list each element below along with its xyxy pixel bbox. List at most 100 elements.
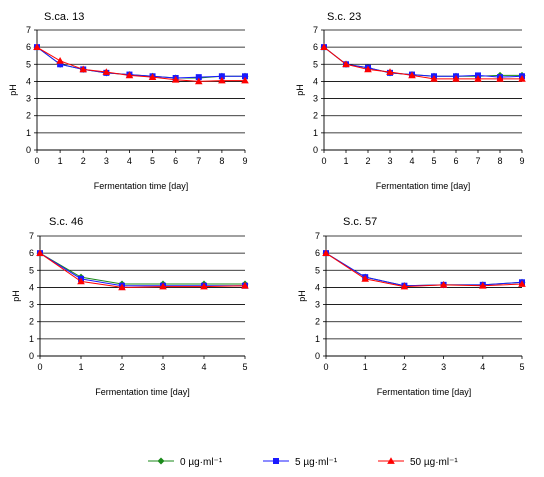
data-point	[57, 61, 64, 68]
legend-marker	[387, 457, 395, 464]
y-tick-label: 5	[26, 59, 31, 69]
x-tick-label: 5	[431, 156, 436, 166]
series-line	[39, 252, 246, 288]
y-tick-label: 5	[313, 59, 318, 69]
x-axis-label: Fermentation time [day]	[377, 387, 472, 397]
y-axis-label: pH	[295, 84, 305, 96]
data-point	[430, 75, 438, 82]
x-tick-label: 7	[475, 156, 480, 166]
chart-panel-sc46: 0 1 2 3 4 5 6 7 0 1 2 3 4 5 S.c. 46 Fermentation time […	[11, 216, 249, 397]
x-tick-label: 3	[441, 362, 446, 372]
y-tick-label: 6	[26, 42, 31, 52]
x-tick-label: 4	[480, 362, 485, 372]
x-tick-label: 0	[37, 362, 42, 372]
y-tick-label: 0	[315, 351, 320, 361]
chart-panel-sc23: 0 1 2 3 4 5 6 7 0 1 2 3 4 5 6 7 8 9 S.c. 23 Fermentation ti…	[295, 11, 526, 191]
data-point	[386, 68, 394, 75]
x-tick-label: 2	[365, 156, 370, 166]
series-line	[323, 46, 522, 80]
series-line	[36, 46, 245, 79]
x-tick-label: 8	[497, 156, 502, 166]
panel-title: S.ca. 13	[44, 11, 84, 23]
series-line	[325, 252, 523, 288]
y-tick-label: 4	[315, 282, 320, 292]
y-tick-label: 3	[29, 300, 34, 310]
x-axis-label: Fermentation time [day]	[95, 387, 190, 397]
data-point	[518, 75, 526, 82]
x-tick-label: 5	[519, 362, 524, 372]
data-point	[125, 71, 134, 79]
x-axis-label: Fermentation time [day]	[376, 181, 471, 191]
x-tick-label: 2	[119, 362, 124, 372]
x-tick-label: 7	[196, 156, 201, 166]
data-point	[452, 75, 460, 82]
y-tick-label: 0	[29, 351, 34, 361]
x-tick-label: 4	[409, 156, 414, 166]
x-tick-label: 8	[219, 156, 224, 166]
data-point	[320, 43, 328, 50]
y-tick-label: 3	[315, 300, 320, 310]
data-point	[400, 282, 409, 290]
x-axis-label: Fermentation time [day]	[94, 181, 189, 191]
x-tick-label: 4	[201, 362, 206, 372]
x-tick-label: 0	[323, 362, 328, 372]
data-point	[242, 73, 248, 80]
data-point	[439, 281, 448, 288]
data-point	[241, 281, 249, 289]
data-point	[496, 75, 504, 82]
y-tick-label: 3	[313, 94, 318, 104]
x-tick-label: 3	[104, 156, 109, 166]
y-tick-label: 0	[313, 145, 318, 155]
y-tick-label: 4	[29, 282, 34, 292]
data-point	[171, 75, 180, 83]
x-tick-label: 3	[387, 156, 392, 166]
x-tick-label: 1	[343, 156, 348, 166]
x-tick-label: 5	[242, 362, 247, 372]
panel-title: S.c. 23	[327, 11, 361, 23]
y-tick-label: 5	[29, 265, 34, 275]
data-point	[148, 73, 157, 80]
series-line	[323, 46, 522, 77]
y-tick-label: 4	[26, 76, 31, 86]
series-line	[36, 46, 245, 79]
panel-title: S.c. 46	[49, 216, 83, 228]
x-tick-label: 4	[127, 156, 132, 166]
y-tick-label: 2	[313, 111, 318, 121]
y-axis-label: pH	[297, 290, 307, 302]
series-line	[325, 252, 523, 287]
x-tick-label: 0	[321, 156, 326, 166]
legend-label: 0 µg·ml⁻¹	[180, 457, 223, 468]
y-tick-label: 0	[26, 145, 31, 155]
series-line	[323, 46, 523, 78]
y-tick-label: 6	[315, 248, 320, 258]
x-tick-label: 6	[453, 156, 458, 166]
legend: 0 µg·ml⁻¹ 5 µg·ml⁻¹ 50 µg·ml⁻¹	[148, 457, 458, 468]
data-point	[342, 60, 350, 68]
data-point	[241, 76, 249, 84]
x-tick-label: 0	[34, 156, 39, 166]
data-point	[159, 282, 167, 290]
data-point	[102, 68, 111, 75]
y-tick-label: 1	[313, 128, 318, 138]
x-tick-label: 2	[81, 156, 86, 166]
y-tick-label: 4	[313, 76, 318, 86]
y-tick-label: 6	[313, 42, 318, 52]
data-point	[408, 71, 416, 79]
x-tick-label: 6	[173, 156, 178, 166]
data-point	[518, 280, 526, 287]
x-tick-label: 9	[242, 156, 247, 166]
chart-panel-sc57: 0 1 2 3 4 5 6 7 0 1 2 3 4 5 S.c. 57 Fermentation time […	[297, 216, 526, 397]
y-tick-label: 1	[29, 334, 34, 344]
legend-marker	[157, 457, 165, 465]
x-tick-label: 1	[363, 362, 368, 372]
y-axis-label: pH	[11, 290, 21, 302]
y-tick-label: 1	[315, 334, 320, 344]
data-point	[364, 65, 372, 73]
y-tick-label: 2	[29, 317, 34, 327]
y-tick-label: 7	[313, 25, 318, 35]
y-tick-label: 7	[315, 231, 320, 241]
legend-marker	[273, 458, 279, 464]
y-tick-label: 7	[26, 25, 31, 35]
data-point	[79, 65, 88, 73]
